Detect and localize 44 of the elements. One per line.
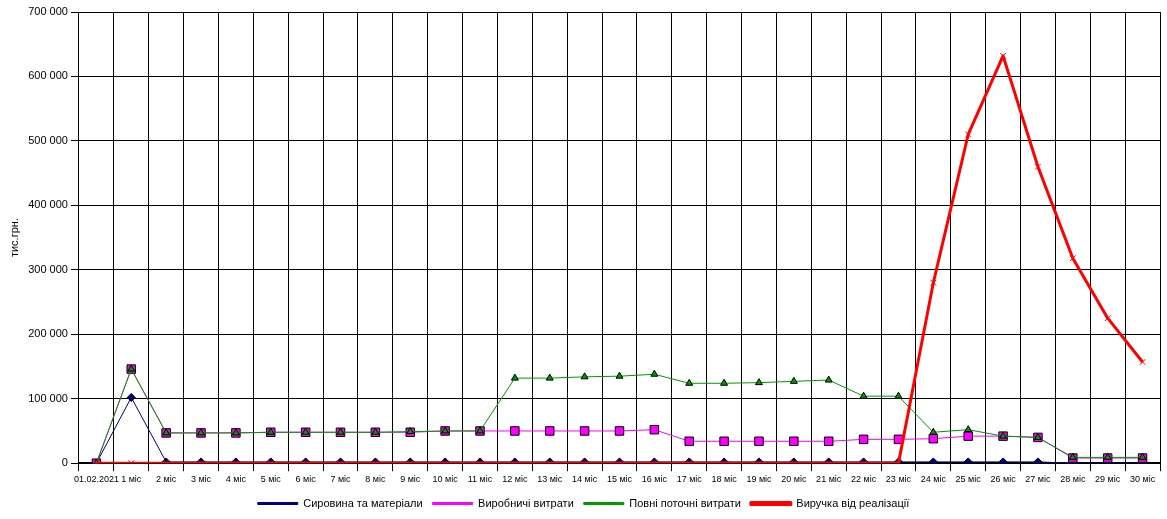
y-tick-label: 0: [61, 456, 68, 469]
legend-label: Виручка від реалізації: [796, 496, 910, 509]
x-tick-label: 24 міс: [920, 474, 947, 485]
x-tick-label: 19 міс: [746, 474, 773, 485]
x-tick-label: 29 міс: [1095, 474, 1121, 485]
legend-label: Сировина та матеріали: [303, 496, 423, 509]
x-tick-label: 8 міс: [365, 474, 386, 485]
legend-label: Повні поточні витрати: [629, 496, 741, 509]
x-tick-label: 7 міс: [330, 474, 352, 485]
x-tick-label: 18 міс: [711, 474, 738, 485]
x-tick-label: 11 міс: [467, 474, 493, 485]
x-tick-label: 6 міс: [295, 474, 317, 485]
x-tick-label: 14 міс: [572, 474, 598, 485]
x-tick-label: 3 міс: [190, 474, 212, 485]
x-tick-label: 16 міс: [641, 474, 668, 485]
x-tick-label: 10 міс: [432, 474, 459, 485]
x-tick-label: 9 міс: [400, 474, 421, 485]
x-tick-label: 13 міс: [537, 474, 563, 485]
x-tick-label: 12 міс: [502, 474, 528, 485]
x-tick-label: 01.02.2021: [73, 474, 119, 485]
x-tick-label: 26 міс: [990, 474, 1017, 485]
x-tick-label: 21 міс: [816, 474, 842, 485]
x-tick-label: 1 міс: [121, 474, 142, 485]
y-tick-label: 300 000: [28, 262, 68, 275]
y-tick-label: 400 000: [28, 198, 68, 211]
x-tick-label: 2 міс: [156, 474, 177, 485]
y-tick-label: 200 000: [28, 327, 68, 340]
legend-label: Виробничі витрати: [478, 496, 574, 509]
y-tick-label: 100 000: [28, 391, 68, 404]
x-tick-label: 25 міс: [955, 474, 982, 485]
x-tick-label: 22 міс: [850, 474, 877, 485]
x-tick-label: 30 міс: [1129, 474, 1156, 485]
x-tick-label: 28 міс: [1060, 474, 1086, 485]
x-tick-label: 23 міс: [885, 474, 912, 485]
x-tick-label: 15 міс: [606, 474, 633, 485]
x-tick-label: 4 міс: [225, 474, 247, 485]
x-tick-label: 20 міс: [781, 474, 807, 485]
x-tick-label: 17 міс: [676, 474, 703, 485]
y-axis-title: тис.грн.: [7, 218, 20, 258]
y-tick-label: 700 000: [28, 5, 68, 18]
x-tick-label: 27 міс: [1025, 474, 1052, 485]
y-tick-label: 500 000: [28, 133, 68, 146]
x-tick-label: 5 міс: [260, 474, 282, 485]
y-tick-label: 600 000: [28, 69, 68, 82]
